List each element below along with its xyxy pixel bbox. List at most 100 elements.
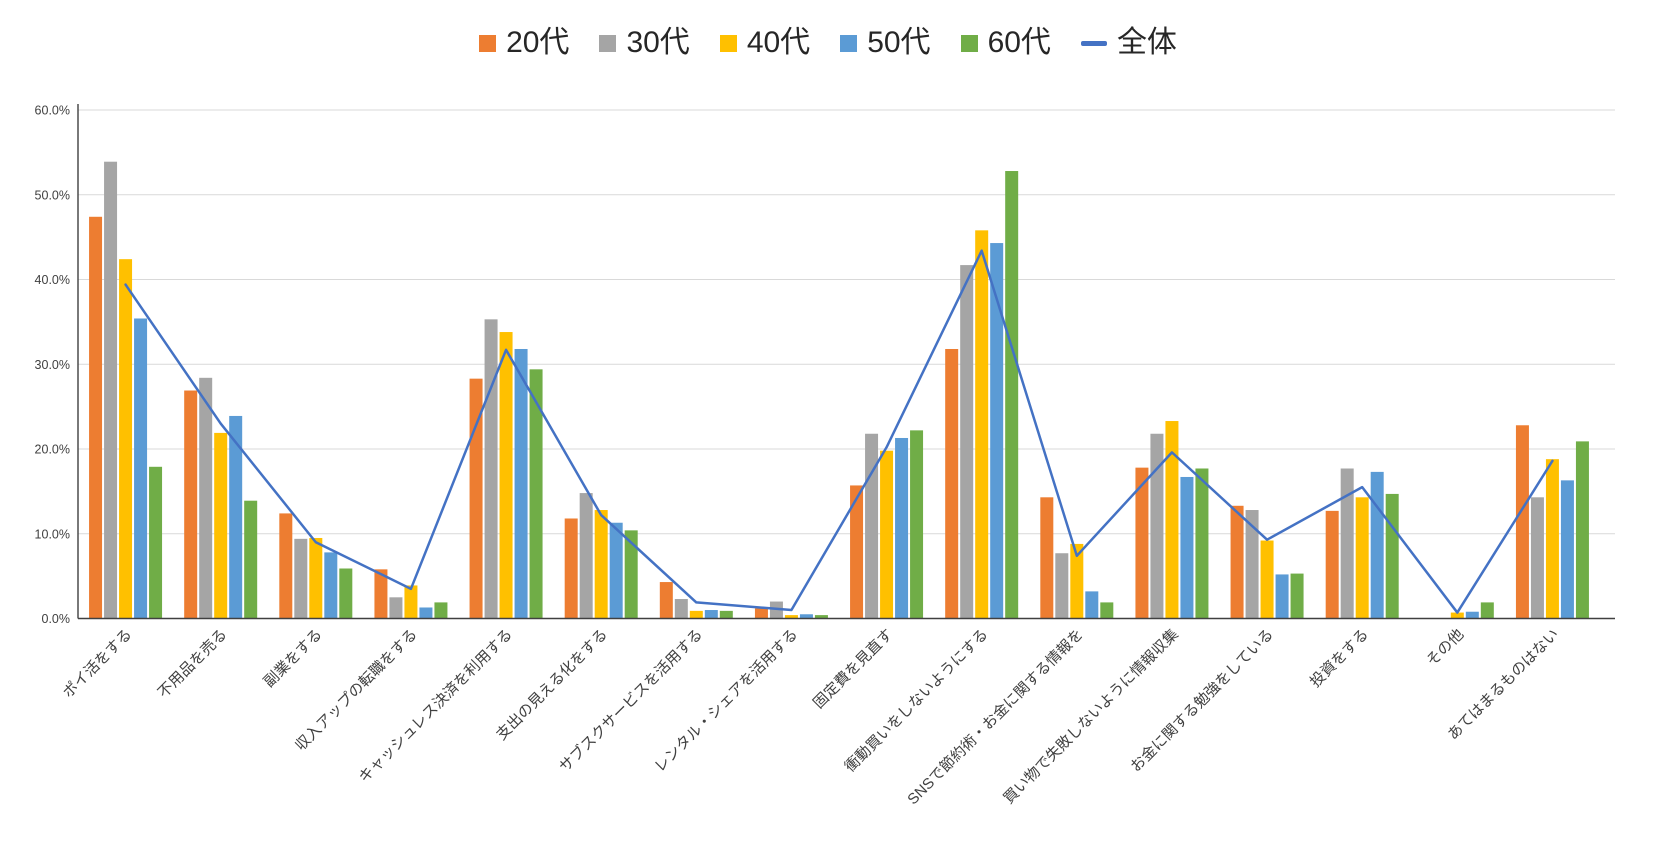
x-category-label: キャッシュレス決済を利用する [356, 626, 516, 786]
bar-50代-cat16 [1560, 480, 1574, 619]
bar-50代-cat10 [990, 243, 1004, 619]
bar-50代-cat4 [419, 607, 433, 619]
legend-label: 50代 [867, 26, 931, 59]
x-category-label: その他 [1423, 626, 1467, 670]
legend-square-marker-icon [960, 34, 978, 52]
bar-20代-cat2 [184, 390, 198, 619]
x-category-label: 副業をする [261, 626, 326, 691]
bar-60代-cat8 [814, 615, 828, 619]
bar-40代-cat9 [880, 450, 894, 619]
legend-item-40代: 40代 [719, 26, 811, 59]
bar-20代-cat7 [659, 582, 673, 619]
legend-label: 30代 [626, 26, 690, 59]
bar-50代-cat2 [229, 415, 243, 619]
bar-40代-cat1 [119, 259, 133, 619]
bar-60代-cat12 [1195, 468, 1209, 619]
legend-item-30代: 30代 [599, 26, 690, 59]
bar-20代-cat13 [1230, 505, 1244, 619]
bar-50代-cat14 [1370, 471, 1384, 619]
bar-40代-cat6 [594, 510, 608, 619]
y-tick-label: 30.0% [35, 358, 70, 372]
legend-square-marker-icon [719, 34, 737, 52]
bar-20代-cat5 [469, 378, 483, 619]
bar-20代-cat1 [89, 216, 103, 619]
legend-item-50代: 50代 [840, 26, 931, 59]
bar-40代-cat10 [975, 230, 989, 619]
y-tick-label: 0.0% [42, 612, 71, 626]
bar-30代-cat2 [199, 377, 213, 619]
y-tick-label: 60.0% [35, 104, 70, 118]
bar-50代-cat3 [324, 552, 338, 619]
legend-label: 40代 [746, 26, 811, 59]
bar-60代-cat5 [529, 369, 543, 619]
x-category-label: 買い物で失敗しないように情報収集 [1000, 626, 1182, 808]
bar-60代-cat3 [339, 568, 353, 619]
legend-square-marker-icon [840, 34, 858, 52]
bar-60代-cat10 [1005, 171, 1019, 619]
bar-60代-cat6 [624, 530, 638, 619]
bar-40代-cat4 [404, 585, 418, 619]
x-category-label: SNSで節約術・お金に関する情報を [904, 625, 1087, 808]
x-category-label: ポイ活をする [60, 626, 136, 702]
bar-20代-cat9 [850, 485, 864, 619]
bar-30代-cat12 [1150, 433, 1164, 619]
legend-square-marker-icon [479, 34, 497, 52]
y-tick-label: 20.0% [35, 443, 70, 457]
legend-item-全体: 全体 [1080, 26, 1177, 59]
bar-60代-cat15 [1480, 602, 1494, 619]
bar-20代-cat11 [1040, 497, 1054, 619]
legend-item-60代: 60代 [960, 26, 1051, 59]
bar-40代-cat11 [1070, 543, 1084, 619]
bar-50代-cat8 [799, 614, 813, 619]
bar-30代-cat14 [1340, 468, 1354, 619]
bar-20代-cat14 [1325, 510, 1339, 619]
x-category-label: 固定費を見直す [810, 626, 896, 712]
bar-50代-cat11 [1085, 591, 1099, 619]
bar-30代-cat9 [865, 433, 879, 619]
bar-30代-cat5 [484, 319, 498, 619]
x-category-label: あてはまるものはない [1445, 626, 1563, 744]
bar-40代-cat8 [784, 615, 798, 619]
bar-30代-cat3 [294, 538, 308, 619]
y-tick-label: 40.0% [35, 273, 70, 287]
bar-60代-cat4 [434, 602, 448, 619]
bar-60代-cat11 [1100, 602, 1114, 619]
bar-30代-cat10 [960, 265, 974, 619]
bar-40代-cat3 [309, 537, 323, 619]
legend-label: 20代 [506, 26, 570, 59]
bar-40代-cat12 [1165, 421, 1179, 619]
bar-30代-cat11 [1055, 553, 1069, 619]
bar-20代-cat6 [564, 518, 578, 619]
legend-label: 全体 [1116, 26, 1177, 59]
bar-50代-cat7 [704, 610, 718, 619]
bar-40代-cat5 [499, 332, 513, 619]
line-series-全体 [124, 249, 1554, 614]
bar-60代-cat16 [1575, 441, 1589, 619]
bar-40代-cat13 [1260, 540, 1274, 619]
legend: 20代 30代 40代 50代 60代 全体 [0, 28, 1656, 58]
bar-40代-cat14 [1355, 497, 1369, 619]
legend-line-marker-icon [1080, 40, 1107, 46]
bar-30代-cat13 [1245, 510, 1259, 619]
bar-40代-cat15 [1450, 612, 1464, 619]
bar-20代-cat8 [754, 608, 768, 619]
bar-30代-cat7 [674, 599, 688, 619]
bar-40代-cat2 [214, 432, 228, 619]
x-category-label: 投資をする [1307, 626, 1372, 691]
legend-item-20代: 20代 [479, 28, 569, 58]
legend-square-marker-icon [599, 34, 617, 52]
bar-50代-cat13 [1275, 574, 1289, 619]
bar-20代-cat4 [374, 569, 388, 619]
bar-60代-cat1 [149, 466, 163, 619]
y-tick-label: 50.0% [35, 188, 70, 202]
bar-40代-cat16 [1545, 459, 1559, 619]
bar-30代-cat1 [104, 161, 118, 619]
bar-60代-cat2 [244, 500, 258, 619]
bar-60代-cat9 [910, 430, 924, 619]
x-category-label: 不用品を売る [155, 626, 231, 702]
bar-20代-cat10 [945, 348, 959, 619]
bar-20代-cat12 [1135, 467, 1149, 619]
legend-label: 60代 [987, 26, 1051, 59]
y-tick-label: 10.0% [35, 527, 70, 541]
